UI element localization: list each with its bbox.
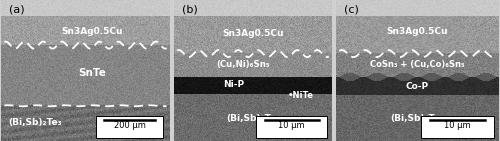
FancyBboxPatch shape (421, 116, 494, 138)
Text: 10 μm: 10 μm (444, 121, 470, 130)
Text: (Bi,Sb)₂Te₃: (Bi,Sb)₂Te₃ (226, 114, 280, 123)
Text: 10 μm: 10 μm (278, 121, 305, 130)
Text: SnTe: SnTe (78, 68, 106, 78)
Text: (Bi,Sb)₂Te₃: (Bi,Sb)₂Te₃ (390, 114, 444, 123)
Text: 200 μm: 200 μm (114, 121, 146, 130)
FancyBboxPatch shape (256, 116, 328, 138)
Text: (b): (b) (182, 4, 198, 14)
FancyBboxPatch shape (96, 116, 163, 138)
Text: CoSn₃ + (Cu,Co)₆Sn₅: CoSn₃ + (Cu,Co)₆Sn₅ (370, 60, 465, 69)
Text: (c): (c) (344, 4, 359, 14)
Text: Sn3Ag0.5Cu: Sn3Ag0.5Cu (222, 29, 284, 38)
Text: (a): (a) (10, 4, 25, 14)
Text: •NiTe: •NiTe (288, 91, 314, 100)
Text: Sn3Ag0.5Cu: Sn3Ag0.5Cu (62, 27, 123, 36)
Text: Ni-P: Ni-P (224, 80, 244, 89)
Text: (Cu,Ni)₆Sn₅: (Cu,Ni)₆Sn₅ (216, 60, 270, 69)
Text: Sn3Ag0.5Cu: Sn3Ag0.5Cu (387, 27, 448, 36)
Text: (Bi,Sb)₂Te₃: (Bi,Sb)₂Te₃ (8, 118, 62, 127)
Text: Co-P: Co-P (406, 81, 429, 91)
